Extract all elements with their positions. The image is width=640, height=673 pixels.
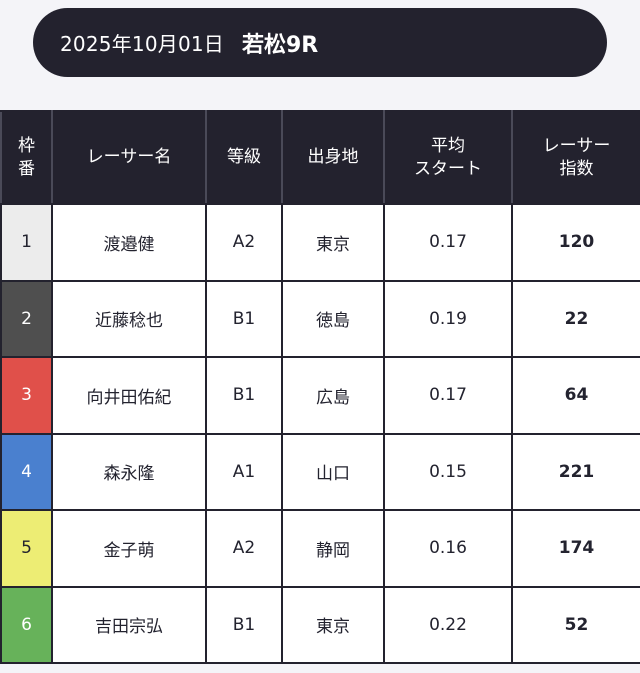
column-header-name: レーサー名 [51,110,207,205]
racer-name-cell: 渡邉健 [51,203,207,282]
table-header-row: 枠 番 レーサー名 等級 出身地 平均 スタート レーサー 指数 [0,110,640,205]
table-row[interactable]: 6 吉田宗弘 B1 東京 0.22 52 [0,585,640,664]
avg-start-cell: 0.19 [383,279,513,358]
racer-index-cell: 221 [511,432,640,511]
racer-class-cell: B1 [205,585,283,664]
table-row[interactable]: 4 森永隆 A1 山口 0.15 221 [0,432,640,511]
racer-index-cell: 52 [511,585,640,664]
racer-table: 枠 番 レーサー名 等級 出身地 平均 スタート レーサー 指数 1 渡邉健 A2 東… [0,110,640,664]
avg-start-cell: 0.22 [383,585,513,664]
frame-number-cell: 1 [0,203,53,282]
table-row[interactable]: 2 近藤稔也 B1 徳島 0.19 22 [0,279,640,358]
racer-origin-cell: 広島 [281,356,385,435]
avg-start-cell: 0.15 [383,432,513,511]
racer-class-cell: A2 [205,509,283,588]
frame-number-cell: 4 [0,432,53,511]
column-header-frame: 枠 番 [0,110,53,205]
racer-name-cell: 近藤稔也 [51,279,207,358]
racer-index-cell: 174 [511,509,640,588]
race-header: 2025年10月01日 若松9R [33,8,607,77]
racer-index-cell: 120 [511,203,640,282]
table-row[interactable]: 3 向井田佑紀 B1 広島 0.17 64 [0,356,640,435]
racer-class-cell: A2 [205,203,283,282]
column-header-racer-index: レーサー 指数 [511,110,640,205]
racer-origin-cell: 徳島 [281,279,385,358]
race-date: 2025年10月01日 [60,32,224,56]
column-header-avg-start: 平均 スタート [383,110,513,205]
table-row[interactable]: 5 金子萌 A2 静岡 0.16 174 [0,509,640,588]
avg-start-cell: 0.16 [383,509,513,588]
avg-start-cell: 0.17 [383,356,513,435]
table-row[interactable]: 1 渡邉健 A2 東京 0.17 120 [0,203,640,282]
racer-index-cell: 22 [511,279,640,358]
racer-name-cell: 吉田宗弘 [51,585,207,664]
avg-start-cell: 0.17 [383,203,513,282]
column-header-origin: 出身地 [281,110,385,205]
racer-name-cell: 森永隆 [51,432,207,511]
frame-number-cell: 5 [0,509,53,588]
racer-name-cell: 金子萌 [51,509,207,588]
racer-origin-cell: 東京 [281,585,385,664]
race-title: 若松9R [242,32,319,58]
racer-origin-cell: 静岡 [281,509,385,588]
racer-origin-cell: 山口 [281,432,385,511]
racer-class-cell: B1 [205,279,283,358]
racer-index-cell: 64 [511,356,640,435]
racer-class-cell: A1 [205,432,283,511]
frame-number-cell: 6 [0,585,53,664]
frame-number-cell: 3 [0,356,53,435]
column-header-class: 等級 [205,110,283,205]
racer-class-cell: B1 [205,356,283,435]
frame-number-cell: 2 [0,279,53,358]
racer-origin-cell: 東京 [281,203,385,282]
racer-name-cell: 向井田佑紀 [51,356,207,435]
